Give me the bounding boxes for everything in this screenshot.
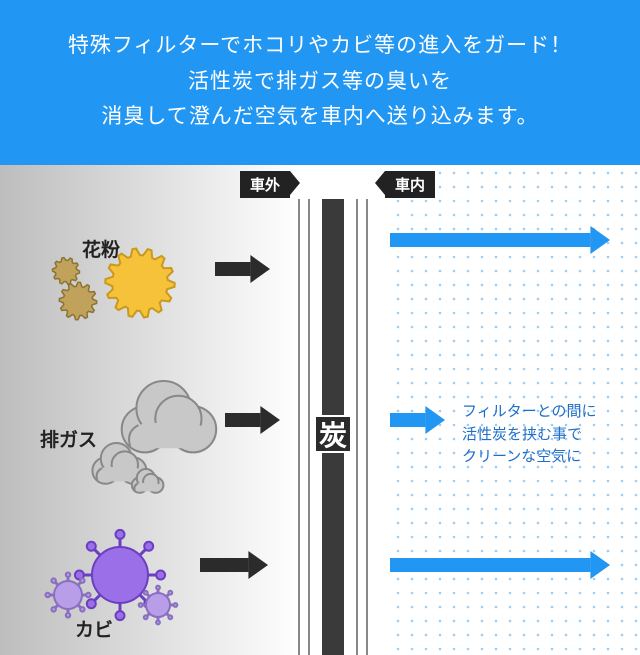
banner-line-2: 活性炭で排ガス等の臭いを bbox=[10, 64, 630, 100]
banner: 特殊フィルターでホコリやカビ等の進入をガード！ 活性炭で排ガス等の臭いを 消臭し… bbox=[0, 0, 640, 165]
banner-line-1: 特殊フィルターでホコリやカビ等の進入をガード！ bbox=[10, 28, 630, 64]
overlay-svg bbox=[0, 165, 640, 655]
diagram-area: 車外 車内 炭 花粉 排ガス カビ フィルターとの間に 活性炭を挟む事で クリー… bbox=[0, 165, 640, 655]
banner-line-3: 消臭して澄んだ空気を車内へ送り込みます。 bbox=[10, 99, 630, 135]
